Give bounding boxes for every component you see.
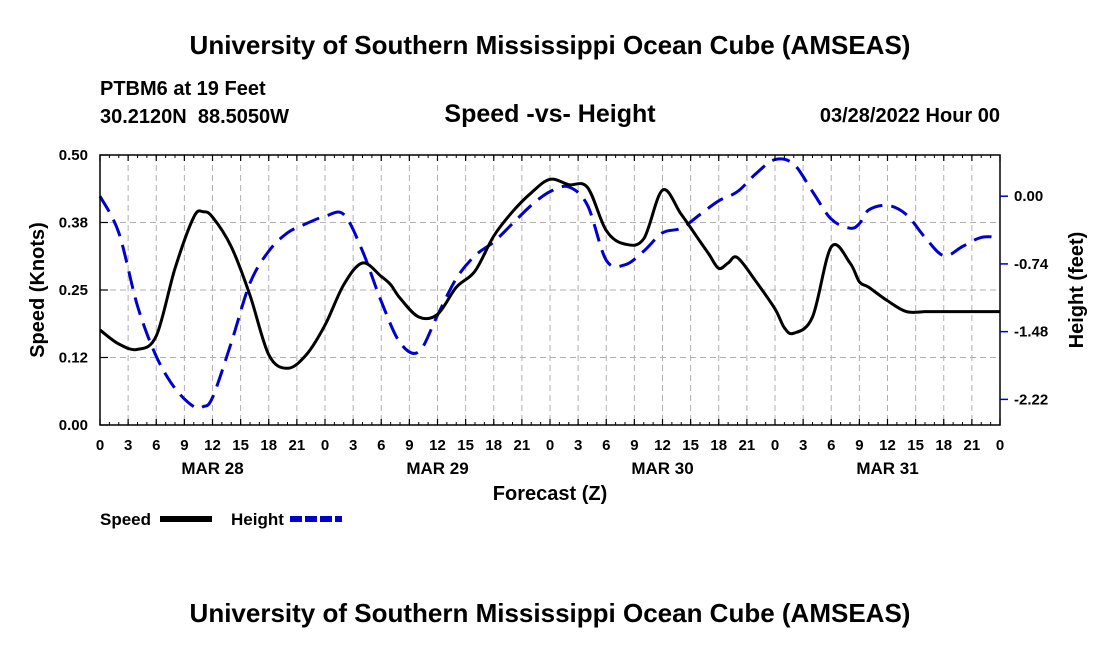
x-tick-label: 6 (152, 437, 160, 454)
x-tick-label: 15 (907, 437, 924, 454)
day-label: MAR 28 (181, 459, 243, 478)
legend: Speed Height (100, 510, 342, 529)
station-info: PTBM6 at 19 Feet 30.2120N 88.5050W (100, 75, 289, 131)
x-tick-label: 9 (855, 437, 863, 454)
x-tick-label: 12 (429, 437, 446, 454)
station-name: PTBM6 at 19 Feet (100, 78, 266, 100)
x-tick-label: 9 (405, 437, 413, 454)
series-layer (98, 157, 1001, 410)
x-tick-label: 3 (349, 437, 357, 454)
x-tick-label: 6 (602, 437, 610, 454)
station-coords: 30.2120N 88.5050W (100, 106, 290, 128)
x-tick-label: 21 (289, 437, 306, 454)
forecast-date: 03/28/2022 Hour 00 (819, 105, 1000, 127)
y-right-tick-label: -1.48 (1014, 324, 1048, 341)
x-tick-label: 0 (771, 437, 779, 454)
footer-title: University of Southern Mississippi Ocean… (189, 598, 911, 628)
axes-layer: 0 3 6 9 12 15 18 21 0 3 6 9 12 15 18 21 0 3 6 9 12 15 18 21 0 3 6 9… (27, 147, 1088, 505)
x-tick-label: 0 (96, 437, 104, 454)
x-tick-label: 12 (204, 437, 221, 454)
chart-subtitle: Speed -vs- Height (444, 100, 656, 128)
y-right-tick-label: -0.74 (1014, 256, 1049, 273)
x-tick-label: 3 (799, 437, 807, 454)
y-right-tick-label: -2.22 (1014, 391, 1048, 408)
x-tick-label: 18 (260, 437, 277, 454)
day-label: MAR 29 (406, 459, 468, 478)
x-tick-label: 15 (682, 437, 699, 454)
x-tick-label: 12 (879, 437, 896, 454)
x-tick-label: 15 (457, 437, 474, 454)
x-tick-label: 0 (546, 437, 554, 454)
series-line-speed (99, 177, 1000, 370)
chart-title: University of Southern Mississippi Ocean… (189, 30, 911, 60)
x-tick-label: 6 (827, 437, 835, 454)
y-left-tick-label: 0.12 (59, 350, 88, 367)
grid-lines (100, 155, 1000, 425)
x-tick-label: 21 (964, 437, 981, 454)
y-left-axis-label: Speed (Knots) (27, 222, 49, 358)
legend-label-height: Height (231, 510, 284, 529)
x-tick-label: 0 (996, 437, 1004, 454)
legend-label-speed: Speed (100, 510, 151, 529)
x-tick-label: 21 (514, 437, 531, 454)
x-tick-label: 3 (124, 437, 132, 454)
x-tick-label: 18 (485, 437, 502, 454)
x-tick-label: 21 (739, 437, 756, 454)
x-tick-label: 6 (377, 437, 385, 454)
series-line-height (98, 157, 1001, 410)
x-tick-label: 9 (180, 437, 188, 454)
x-tick-label: 3 (574, 437, 582, 454)
x-tick-label: 12 (654, 437, 671, 454)
x-tick-label: 15 (232, 437, 249, 454)
day-label: MAR 30 (631, 459, 693, 478)
x-tick-label: 9 (630, 437, 638, 454)
x-axis-label: Forecast (Z) (493, 483, 607, 505)
y-left-tick-label: 0.38 (59, 215, 88, 232)
y-left-tick-label: 0.25 (59, 282, 88, 299)
x-tick-label: 18 (710, 437, 727, 454)
x-tick-label: 18 (935, 437, 952, 454)
day-label: MAR 31 (856, 459, 918, 478)
y-left-tick-label: 0.00 (59, 417, 88, 434)
y-left-tick-label: 0.50 (59, 147, 88, 164)
y-right-tick-label: 0.00 (1014, 188, 1043, 205)
y-right-axis-label: Height (feet) (1066, 232, 1088, 349)
x-tick-label: 0 (321, 437, 329, 454)
